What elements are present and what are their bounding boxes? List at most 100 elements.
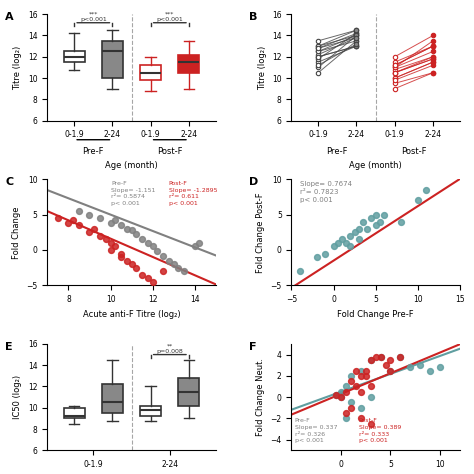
Point <box>353 42 360 50</box>
Point <box>314 45 322 52</box>
Point <box>337 393 345 401</box>
Point <box>90 225 98 233</box>
Point <box>376 218 383 226</box>
Point <box>362 372 370 380</box>
Point <box>337 388 345 396</box>
Point <box>362 367 370 374</box>
Point <box>367 356 374 364</box>
Point <box>86 228 93 236</box>
Point <box>332 391 340 399</box>
Point <box>347 399 355 406</box>
Point <box>352 383 360 390</box>
Point <box>145 274 152 282</box>
Point <box>353 40 360 48</box>
PathPatch shape <box>64 52 85 62</box>
Point <box>368 214 375 222</box>
Text: ***
p<0.001: *** p<0.001 <box>156 11 183 22</box>
Point <box>111 217 118 224</box>
Y-axis label: Fold Change: Fold Change <box>12 206 21 258</box>
Point <box>165 257 173 264</box>
Point <box>391 62 399 69</box>
Point <box>353 32 360 39</box>
Point <box>347 377 355 385</box>
Point <box>364 225 371 233</box>
Y-axis label: IC50 (log₂): IC50 (log₂) <box>13 375 22 419</box>
Point <box>387 367 394 374</box>
Point <box>314 42 322 50</box>
Point <box>387 367 394 374</box>
Point <box>313 253 320 261</box>
Point <box>353 32 360 39</box>
Text: Pre-F
Slope= -1.151
r²= 0.5874
p< 0.001: Pre-F Slope= -1.151 r²= 0.5874 p< 0.001 <box>111 181 156 206</box>
Point <box>391 69 399 76</box>
Point <box>117 253 125 261</box>
Text: C: C <box>5 177 13 187</box>
Point <box>391 66 399 73</box>
Point <box>111 243 118 250</box>
Point <box>96 214 104 222</box>
Point <box>330 243 337 250</box>
Y-axis label: Fold Change Post-F: Fold Change Post-F <box>256 192 265 273</box>
Text: Post-F
Slope= 0.389
r²= 0.333
p< 0.001: Post-F Slope= 0.389 r²= 0.333 p< 0.001 <box>359 419 401 443</box>
Text: Slope= 0.7674
r²= 0.7823
p< 0.001: Slope= 0.7674 r²= 0.7823 p< 0.001 <box>300 181 352 203</box>
PathPatch shape <box>64 408 85 419</box>
Point <box>355 225 363 233</box>
Point <box>314 64 322 71</box>
Point <box>342 239 350 246</box>
Point <box>296 267 304 275</box>
Point <box>391 80 399 87</box>
Point <box>359 218 367 226</box>
Point <box>353 37 360 45</box>
Point <box>64 219 72 227</box>
Point <box>107 246 114 254</box>
Point <box>397 353 404 361</box>
Point <box>391 85 399 92</box>
Point <box>342 409 350 417</box>
Point <box>429 37 437 45</box>
Point <box>380 211 388 219</box>
Point <box>107 219 114 227</box>
Point <box>429 69 437 76</box>
Point <box>355 236 363 243</box>
Point <box>124 225 131 233</box>
Point <box>117 221 125 229</box>
Point <box>117 250 125 257</box>
Point <box>314 62 322 69</box>
Point <box>353 34 360 41</box>
Point <box>429 42 437 50</box>
Point <box>170 260 177 268</box>
Point <box>314 37 322 45</box>
Text: Pre-F: Pre-F <box>82 147 104 156</box>
Point <box>145 239 152 246</box>
Point <box>128 227 136 234</box>
Point <box>124 257 131 264</box>
Point <box>377 353 384 361</box>
Point <box>138 236 146 243</box>
Point <box>181 267 188 275</box>
Point <box>149 243 156 250</box>
Point <box>391 69 399 76</box>
Text: B: B <box>249 12 258 22</box>
Point <box>96 232 104 239</box>
Y-axis label: Titre (log₂): Titre (log₂) <box>257 46 266 90</box>
Point <box>346 232 354 239</box>
Text: **
p=0.008: ** p=0.008 <box>156 343 183 354</box>
Point <box>342 415 350 422</box>
Point <box>391 62 399 69</box>
Point <box>153 247 161 255</box>
Point <box>314 48 322 55</box>
Point <box>429 58 437 66</box>
PathPatch shape <box>140 65 161 80</box>
Point <box>416 361 424 369</box>
Point <box>397 353 404 361</box>
Point <box>372 353 379 361</box>
Point <box>353 32 360 39</box>
Point <box>391 64 399 71</box>
Point <box>367 356 374 364</box>
Point <box>314 42 322 50</box>
Point <box>314 58 322 66</box>
Text: Post-F: Post-F <box>401 147 427 156</box>
Point <box>338 236 346 243</box>
Point <box>357 372 365 380</box>
Point <box>382 361 389 369</box>
